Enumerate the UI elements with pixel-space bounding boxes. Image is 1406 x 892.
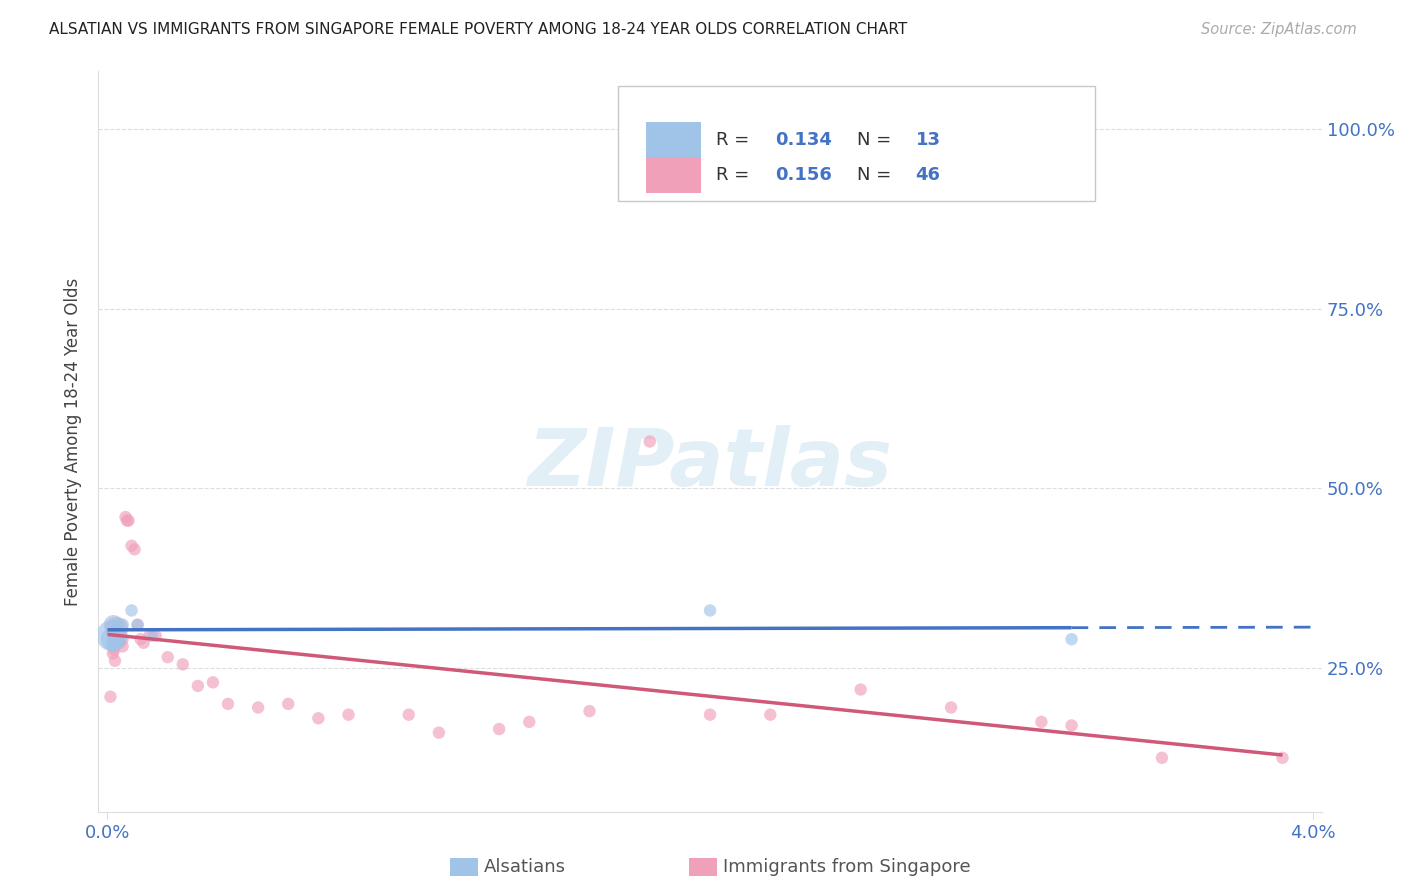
Point (104, 654, 127, 668)
Point (124, 542, 146, 557)
Point (217, 697, 239, 711)
Text: 0.156: 0.156 (775, 166, 832, 184)
Point (127, 617, 149, 632)
Point (104, 625, 127, 640)
Point (101, 629, 124, 643)
Point (172, 657, 194, 672)
Text: 0.134: 0.134 (775, 131, 832, 149)
Text: Immigrants from Singapore: Immigrants from Singapore (723, 858, 970, 876)
Point (101, 632, 124, 647)
Point (427, 725, 450, 739)
Point (699, 707, 721, 722)
Point (277, 697, 299, 711)
Text: R =: R = (716, 166, 755, 184)
Point (107, 617, 129, 632)
Point (138, 629, 160, 643)
Y-axis label: Female Poverty Among 18-24 Year Olds: Female Poverty Among 18-24 Year Olds (65, 277, 83, 606)
Point (638, 434, 661, 449)
Point (101, 647, 124, 661)
Text: 46: 46 (915, 166, 941, 184)
Point (103, 640, 125, 654)
Point (108, 629, 131, 643)
Point (849, 682, 872, 697)
Text: N =: N = (856, 166, 897, 184)
Point (100, 690, 122, 704)
Point (145, 629, 167, 643)
Point (108, 636, 131, 650)
Point (156, 650, 179, 665)
Point (142, 629, 165, 643)
Point (398, 707, 420, 722)
Point (517, 714, 540, 729)
Point (104, 632, 127, 647)
Point (121, 539, 143, 553)
Point (1031, 714, 1053, 729)
Point (337, 707, 360, 722)
Point (187, 679, 209, 693)
Bar (647, 157, 702, 193)
Point (103, 636, 125, 650)
Text: R =: R = (716, 131, 755, 149)
Text: Alsatians: Alsatians (484, 858, 565, 876)
Point (115, 514, 138, 528)
Point (107, 636, 129, 650)
Point (105, 622, 128, 636)
Point (1060, 632, 1083, 647)
Point (578, 704, 600, 718)
Text: ALSATIAN VS IMMIGRANTS FROM SINGAPORE FEMALE POVERTY AMONG 18-24 YEAR OLDS CORRE: ALSATIAN VS IMMIGRANTS FROM SINGAPORE FE… (49, 22, 907, 37)
Point (201, 675, 224, 690)
Point (103, 617, 125, 632)
Point (114, 510, 136, 524)
Point (129, 632, 152, 647)
Text: 13: 13 (915, 131, 941, 149)
Point (111, 632, 134, 647)
Point (1271, 751, 1294, 765)
Point (111, 617, 134, 632)
Point (111, 640, 134, 654)
Point (307, 711, 329, 725)
Point (1060, 718, 1083, 732)
Point (1150, 751, 1173, 765)
Point (103, 643, 125, 657)
Point (699, 603, 721, 617)
Text: N =: N = (856, 131, 897, 149)
Point (127, 617, 149, 632)
Point (759, 707, 782, 722)
Point (121, 603, 143, 617)
Point (488, 722, 510, 736)
Point (939, 700, 962, 714)
Point (101, 625, 124, 640)
Point (117, 514, 139, 528)
Point (105, 632, 128, 647)
Bar (647, 122, 702, 158)
Text: ZIPatlas: ZIPatlas (527, 425, 893, 503)
FancyBboxPatch shape (619, 87, 1095, 201)
Point (247, 700, 270, 714)
Text: Source: ZipAtlas.com: Source: ZipAtlas.com (1201, 22, 1357, 37)
Point (132, 636, 155, 650)
